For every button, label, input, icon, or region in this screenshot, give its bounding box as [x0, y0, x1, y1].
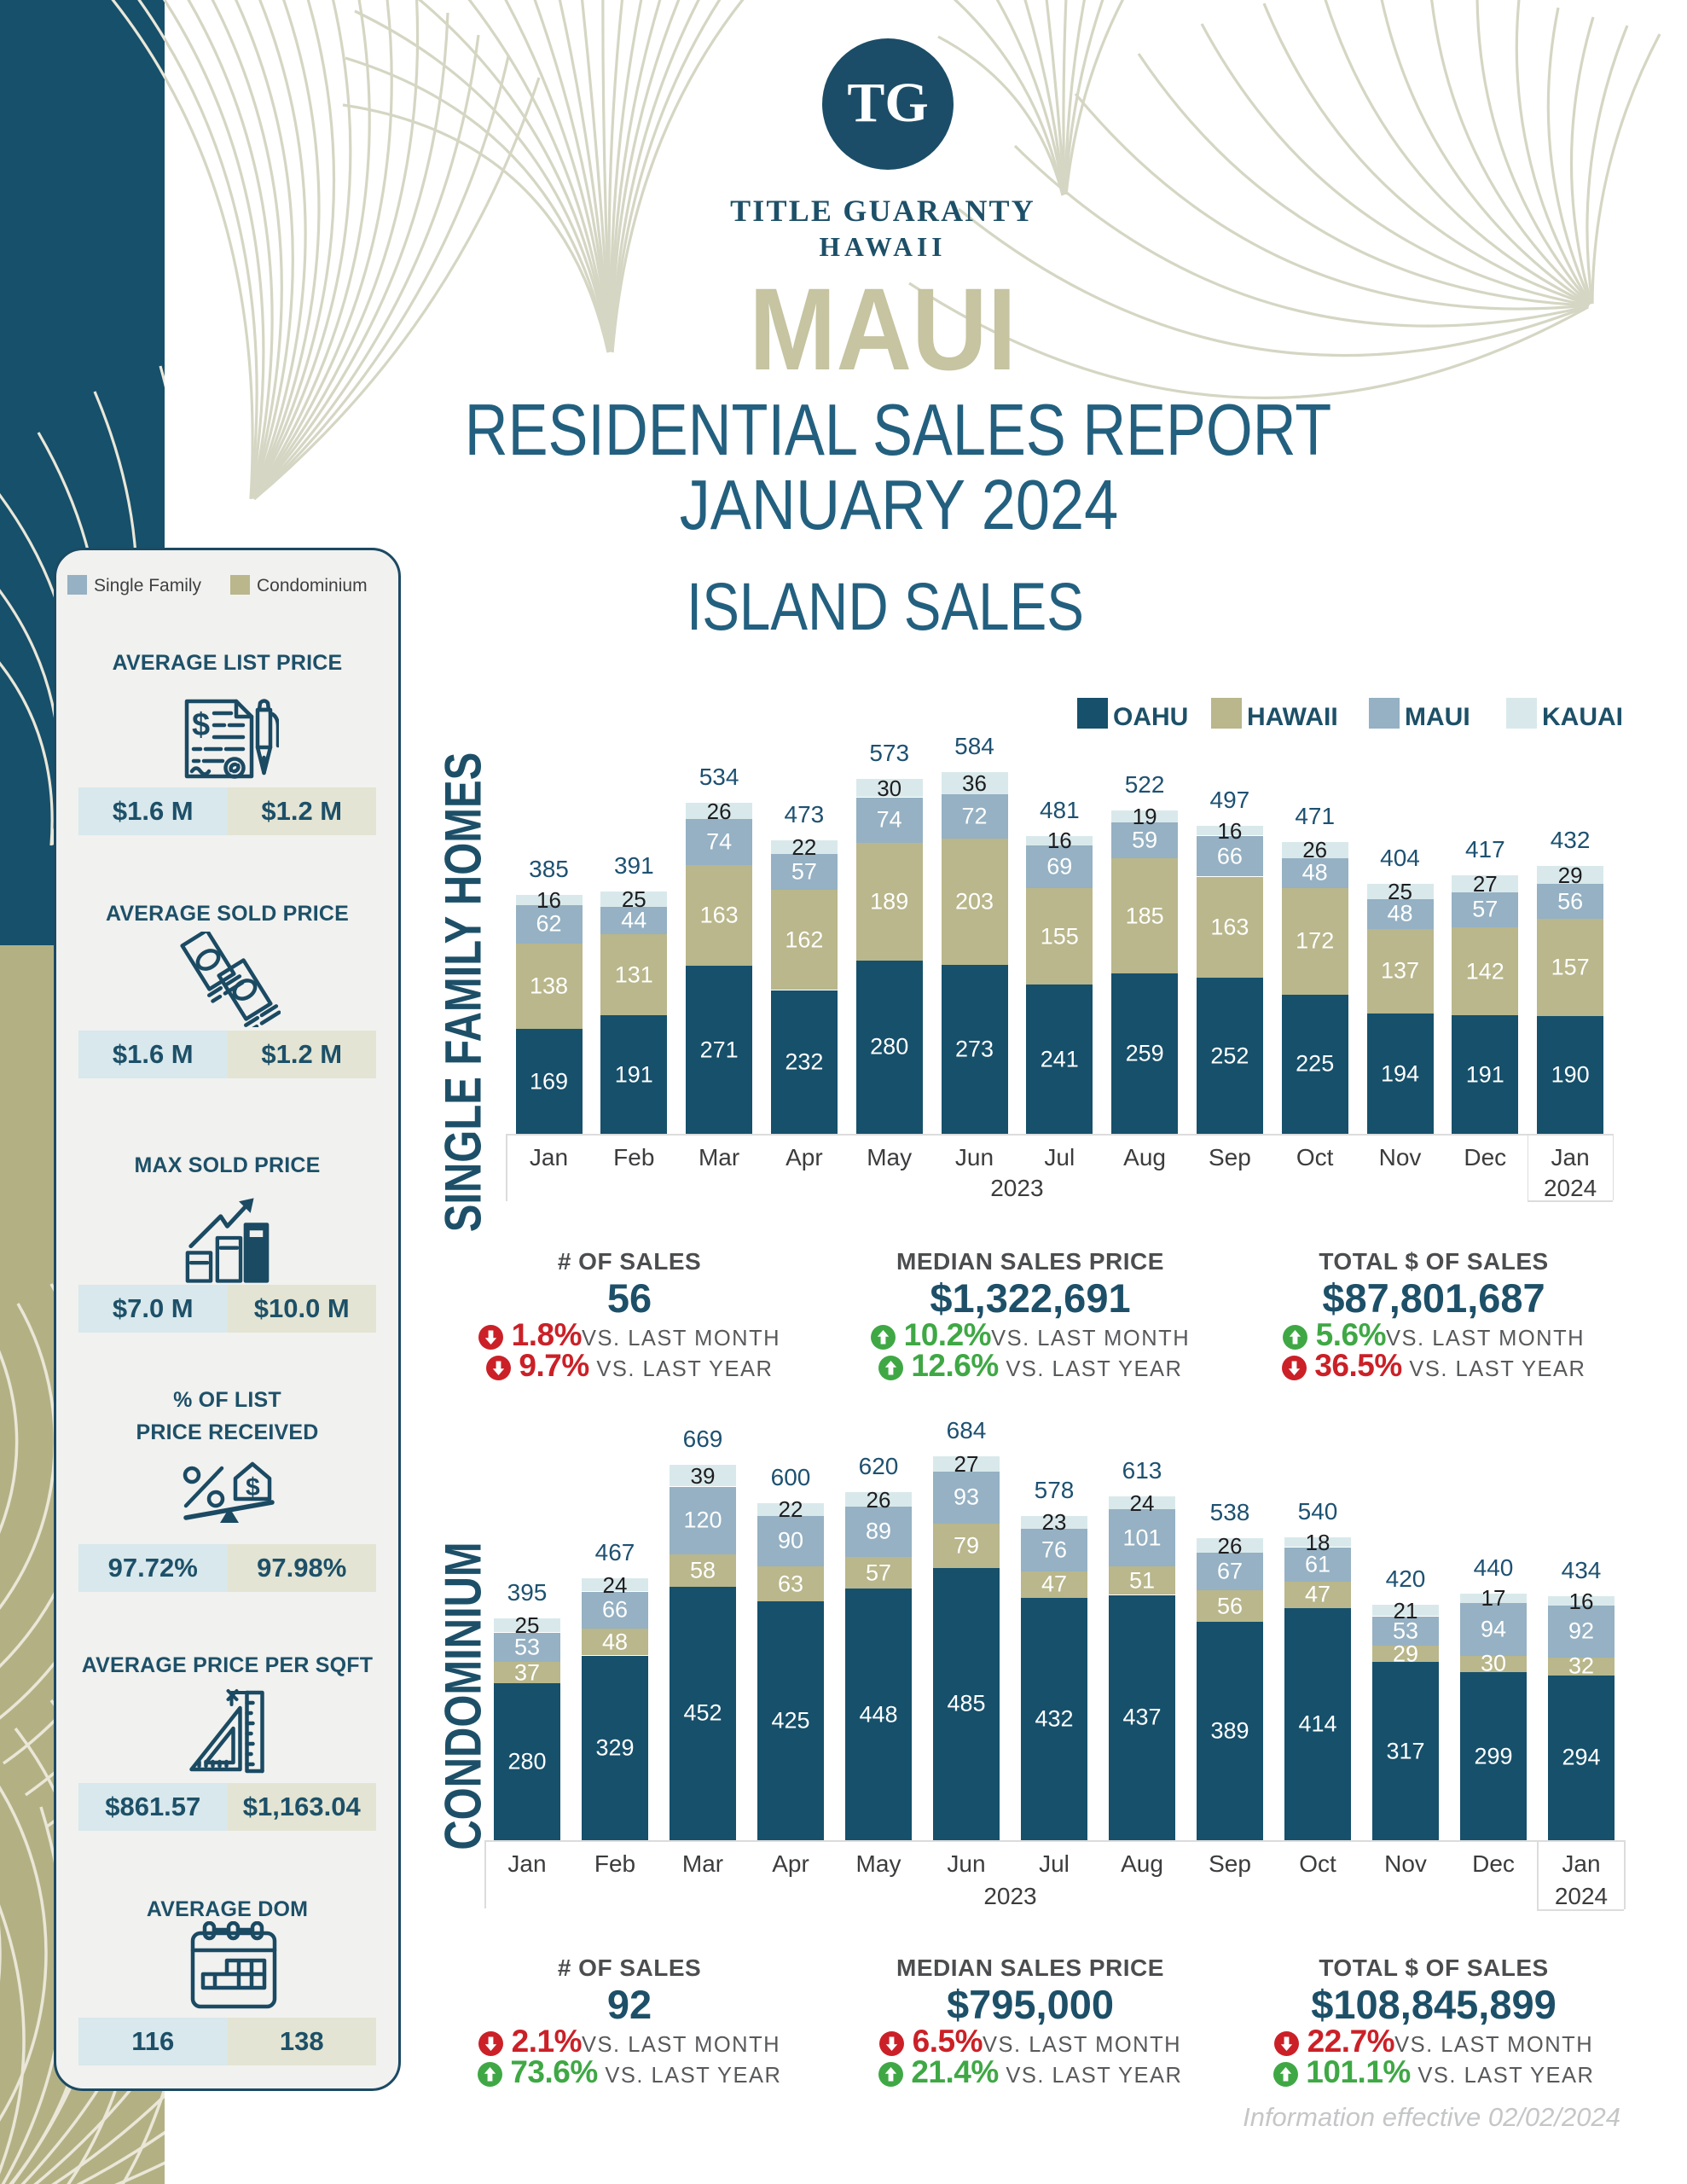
- svg-text:$: $: [246, 1473, 260, 1502]
- svg-text:$: $: [192, 707, 210, 743]
